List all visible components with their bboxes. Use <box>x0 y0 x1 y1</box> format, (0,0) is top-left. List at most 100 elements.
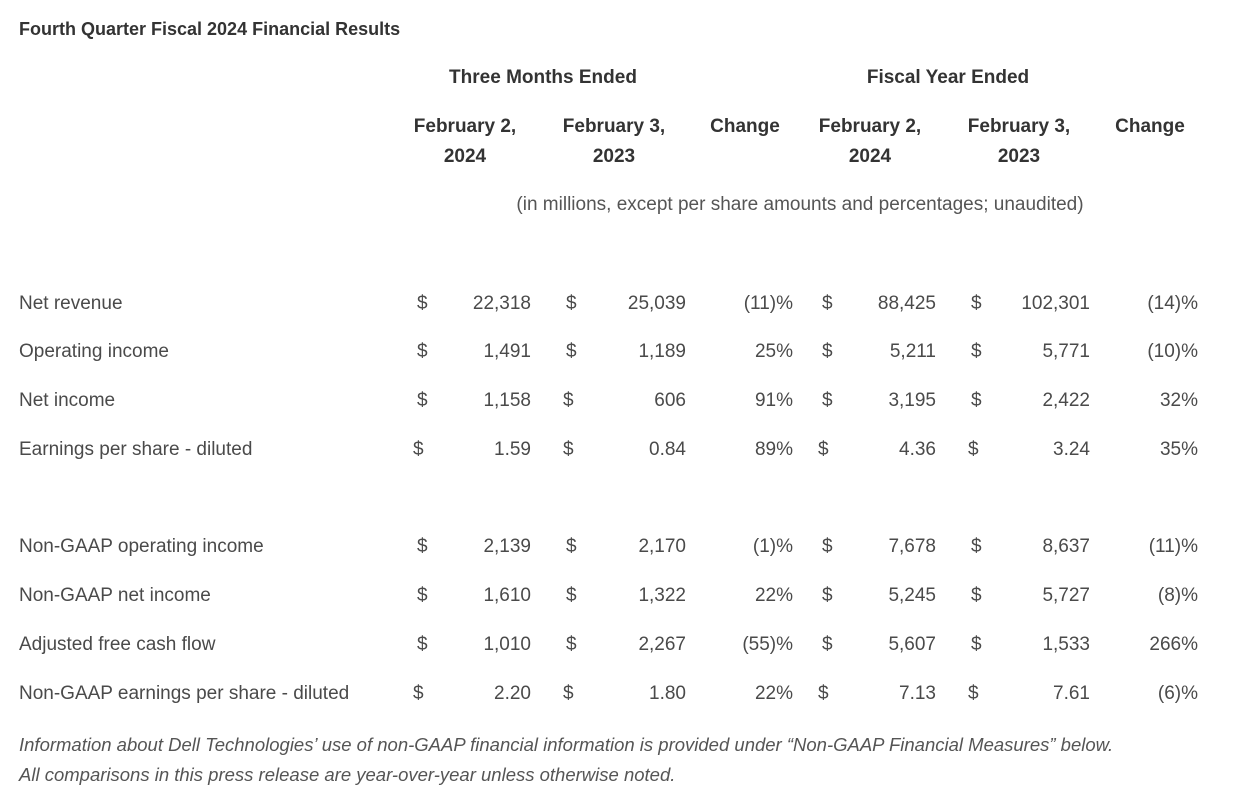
currency-symbol: $ <box>413 439 424 460</box>
value-fy-change: (8)% <box>1157 585 1198 606</box>
value-fy-current: 5,211 <box>889 341 936 362</box>
page-title: Fourth Quarter Fiscal 2024 Financial Res… <box>19 19 401 39</box>
currency-symbol: $ <box>968 683 979 704</box>
header-fy-prior-line2: 2023 <box>997 146 1041 167</box>
value-fy-prior: 5,727 <box>1042 585 1090 606</box>
row-label: Earnings per share - diluted <box>19 439 253 460</box>
value-q-prior: 25,039 <box>627 293 686 314</box>
value-q-change: 89% <box>754 439 793 460</box>
currency-symbol: $ <box>822 341 833 362</box>
currency-symbol: $ <box>971 293 982 314</box>
currency-symbol: $ <box>417 536 428 557</box>
value-q-change: 91% <box>754 390 793 411</box>
header-q-current-line2: 2024 <box>443 146 487 167</box>
value-q-current: 2,139 <box>483 536 531 557</box>
value-fy-current: 4.36 <box>899 439 936 460</box>
currency-symbol: $ <box>566 585 577 606</box>
value-q-prior: 1,322 <box>638 585 686 606</box>
value-q-change: (55)% <box>742 634 793 655</box>
value-q-prior: 1.80 <box>649 683 686 704</box>
row-label: Net income <box>19 390 116 411</box>
header-fy-current-line1: February 2, <box>818 116 922 137</box>
currency-symbol: $ <box>417 341 428 362</box>
currency-symbol: $ <box>566 536 577 557</box>
header-fiscal-year-ended: Fiscal Year Ended <box>866 67 1030 88</box>
row-label: Non-GAAP operating income <box>19 536 264 557</box>
table-row: Earnings per share - diluted $ 1.59 $ 0.… <box>0 435 1256 465</box>
footnote-line-comparisons: All comparisons in this press release ar… <box>19 764 676 785</box>
table-row: Non-GAAP operating income $ 2,139 $ 2,17… <box>0 532 1256 562</box>
currency-symbol: $ <box>822 585 833 606</box>
value-q-current: 1.59 <box>494 439 531 460</box>
row-label: Net revenue <box>19 293 123 314</box>
value-fy-prior: 3.24 <box>1053 439 1090 460</box>
currency-symbol: $ <box>822 634 833 655</box>
currency-symbol: $ <box>822 536 833 557</box>
value-fy-prior: 1,533 <box>1042 634 1090 655</box>
header-q-prior-line2: 2023 <box>592 146 636 167</box>
value-fy-prior: 102,301 <box>1021 293 1090 314</box>
value-fy-current: 5,245 <box>888 585 936 606</box>
header-three-months-ended: Three Months Ended <box>449 67 637 88</box>
currency-symbol: $ <box>971 634 982 655</box>
value-fy-current: 88,425 <box>877 293 936 314</box>
value-q-prior: 1,189 <box>638 341 686 362</box>
value-q-change: (1)% <box>752 536 793 557</box>
value-q-change: 22% <box>754 683 793 704</box>
header-q-current: February 2, 2024 <box>390 112 540 172</box>
header-q-prior-line1: February 3, <box>562 116 666 137</box>
value-fy-prior: 7.61 <box>1053 683 1090 704</box>
value-q-change: 25% <box>754 341 793 362</box>
value-q-current: 22,318 <box>472 293 531 314</box>
currency-symbol: $ <box>566 634 577 655</box>
currency-symbol: $ <box>822 390 833 411</box>
currency-symbol: $ <box>971 536 982 557</box>
value-fy-change: (6)% <box>1157 683 1198 704</box>
value-q-current: 1,491 <box>483 341 531 362</box>
value-fy-change: 35% <box>1159 439 1198 460</box>
value-fy-change: 266% <box>1149 634 1198 655</box>
value-q-current: 1,010 <box>483 634 531 655</box>
header-q-change: Change <box>710 116 780 137</box>
row-label: Adjusted free cash flow <box>19 634 216 655</box>
currency-symbol: $ <box>563 390 574 411</box>
table-row: Non-GAAP earnings per share - diluted $ … <box>0 679 1256 709</box>
value-fy-change: (14)% <box>1147 293 1198 314</box>
currency-symbol: $ <box>818 683 829 704</box>
value-q-prior: 2,267 <box>638 634 686 655</box>
header-q-prior: February 3, 2023 <box>539 112 689 172</box>
value-fy-prior: 2,422 <box>1042 390 1090 411</box>
currency-symbol: $ <box>822 293 833 314</box>
value-q-change: 22% <box>754 585 793 606</box>
value-q-prior: 606 <box>654 390 686 411</box>
footnote-line-non-gaap: Information about Dell Technologies’ use… <box>19 734 1114 755</box>
currency-symbol: $ <box>417 585 428 606</box>
table-row: Non-GAAP net income $ 1,610 $ 1,322 22% … <box>0 581 1256 611</box>
units-note: (in millions, except per share amounts a… <box>516 194 1084 215</box>
currency-symbol: $ <box>566 293 577 314</box>
currency-symbol: $ <box>971 585 982 606</box>
row-label: Non-GAAP net income <box>19 585 211 606</box>
value-fy-prior: 5,771 <box>1042 341 1090 362</box>
value-fy-change: 32% <box>1159 390 1198 411</box>
currency-symbol: $ <box>566 341 577 362</box>
table-row: Adjusted free cash flow $ 1,010 $ 2,267 … <box>0 630 1256 660</box>
value-q-current: 2.20 <box>494 683 531 704</box>
value-fy-current: 3,195 <box>888 390 936 411</box>
value-fy-change: (11)% <box>1148 536 1198 557</box>
value-q-current: 1,610 <box>483 585 531 606</box>
value-fy-current: 5,607 <box>888 634 936 655</box>
currency-symbol: $ <box>417 634 428 655</box>
header-fy-current-line2: 2024 <box>848 146 892 167</box>
value-fy-change: (10)% <box>1147 341 1198 362</box>
value-q-prior: 0.84 <box>649 439 686 460</box>
currency-symbol: $ <box>971 390 982 411</box>
value-fy-current: 7.13 <box>899 683 936 704</box>
currency-symbol: $ <box>968 439 979 460</box>
currency-symbol: $ <box>417 390 428 411</box>
currency-symbol: $ <box>417 293 428 314</box>
header-q-current-line1: February 2, <box>413 116 517 137</box>
table-row: Operating income $ 1,491 $ 1,189 25% $ 5… <box>0 337 1256 367</box>
value-q-current: 1,158 <box>483 390 531 411</box>
header-fy-change: Change <box>1115 116 1185 137</box>
